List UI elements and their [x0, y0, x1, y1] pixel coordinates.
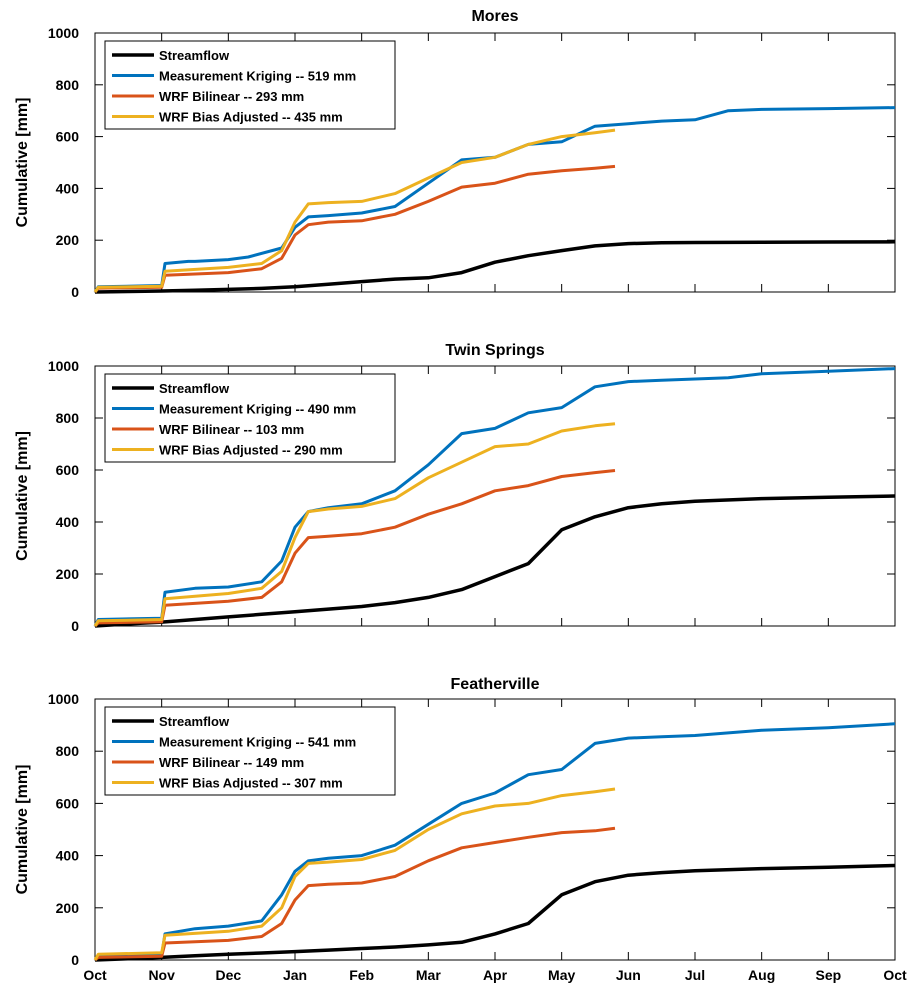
- y-tick-label: 600: [56, 129, 80, 145]
- x-tick-label: Nov: [148, 967, 175, 983]
- legend-entry: WRF Bilinear -- 103 mm: [159, 422, 304, 437]
- x-tick-label: Mar: [416, 967, 441, 983]
- y-tick-label: 0: [71, 952, 79, 968]
- legend-entry: Streamflow: [159, 48, 230, 63]
- y-tick-label: 400: [56, 848, 80, 864]
- series-line-0: [94, 863, 896, 962]
- x-tick-label: Jul: [685, 967, 705, 983]
- y-tick-label: 200: [56, 232, 80, 248]
- y-tick-label: 400: [56, 514, 80, 530]
- series-line-3: [93, 787, 616, 961]
- series-line-1: [93, 367, 896, 627]
- panel-2: Featherville 0 200 400 600 800 1000 Oct Nov Dec Ja…: [14, 676, 907, 983]
- legend-entry: Streamflow: [159, 381, 230, 396]
- legend-entry: WRF Bilinear -- 293 mm: [159, 89, 304, 104]
- legend-entry: WRF Bias Adjusted -- 435 mm: [159, 110, 343, 125]
- legend-entry: WRF Bias Adjusted -- 307 mm: [159, 776, 343, 791]
- x-tick-label: Jun: [616, 967, 641, 983]
- y-tick-label: 800: [56, 77, 80, 93]
- legend-entry: Measurement Kriging -- 541 mm: [159, 735, 356, 750]
- series-line-0: [94, 240, 896, 294]
- x-tick-label: Dec: [215, 967, 241, 983]
- y-tick-label: 200: [56, 900, 80, 916]
- legend: Streamflow Measurement Kriging -- 541 mm W…: [104, 706, 396, 796]
- series-line-2: [93, 469, 616, 628]
- y-tick-label: 600: [56, 462, 80, 478]
- panel-1: Twin Springs 0 200 400 600 800 1000 Cumulative …: [14, 342, 896, 634]
- y-tick-label: 0: [71, 284, 79, 300]
- y-tick-label: 800: [56, 743, 80, 759]
- series-line-2: [94, 826, 616, 962]
- x-tick-label: Oct: [883, 967, 907, 983]
- x-tick-label: Oct: [83, 967, 107, 983]
- y-tick-label: 1000: [48, 358, 79, 374]
- x-tick-label: Apr: [483, 967, 508, 983]
- x-tick-label: Sep: [815, 967, 841, 983]
- series-line-2: [93, 164, 616, 293]
- panel-title: Mores: [471, 8, 518, 25]
- legend-entry: WRF Bias Adjusted -- 290 mm: [159, 443, 343, 458]
- series-line-0: [94, 494, 896, 628]
- legend: Streamflow Measurement Kriging -- 490 mm W…: [104, 373, 396, 463]
- y-axis-label: Cumulative [mm]: [14, 98, 31, 228]
- panel-0: Mores 0 200 400 600 800 1000 Cumulative [mm] Str…: [14, 8, 896, 300]
- y-tick-label: 800: [56, 410, 80, 426]
- x-tick-label: Aug: [748, 967, 775, 983]
- y-axis-label: Cumulative [mm]: [14, 765, 31, 895]
- series-line-3: [93, 422, 616, 627]
- y-tick-label: 400: [56, 180, 80, 196]
- x-tick-label: Feb: [349, 967, 374, 983]
- y-axis-label: Cumulative [mm]: [14, 431, 31, 561]
- legend: Streamflow Measurement Kriging -- 519 mm W…: [104, 40, 396, 130]
- legend-entry: WRF Bilinear -- 149 mm: [159, 755, 304, 770]
- series-line-3: [93, 128, 616, 293]
- x-tick-label: Jan: [283, 967, 307, 983]
- series-line-1: [93, 106, 896, 293]
- x-tick-label: May: [548, 967, 575, 983]
- y-tick-label: 600: [56, 795, 80, 811]
- y-tick-label: 1000: [48, 25, 79, 41]
- legend-entry: Streamflow: [159, 714, 230, 729]
- y-tick-label: 1000: [48, 691, 79, 707]
- panel-title: Featherville: [451, 676, 540, 693]
- y-tick-label: 0: [71, 618, 79, 634]
- series-line-1: [93, 722, 896, 961]
- legend-entry: Measurement Kriging -- 519 mm: [159, 69, 356, 84]
- y-tick-label: 200: [56, 566, 80, 582]
- legend-entry: Measurement Kriging -- 490 mm: [159, 402, 356, 417]
- panel-title: Twin Springs: [445, 342, 544, 359]
